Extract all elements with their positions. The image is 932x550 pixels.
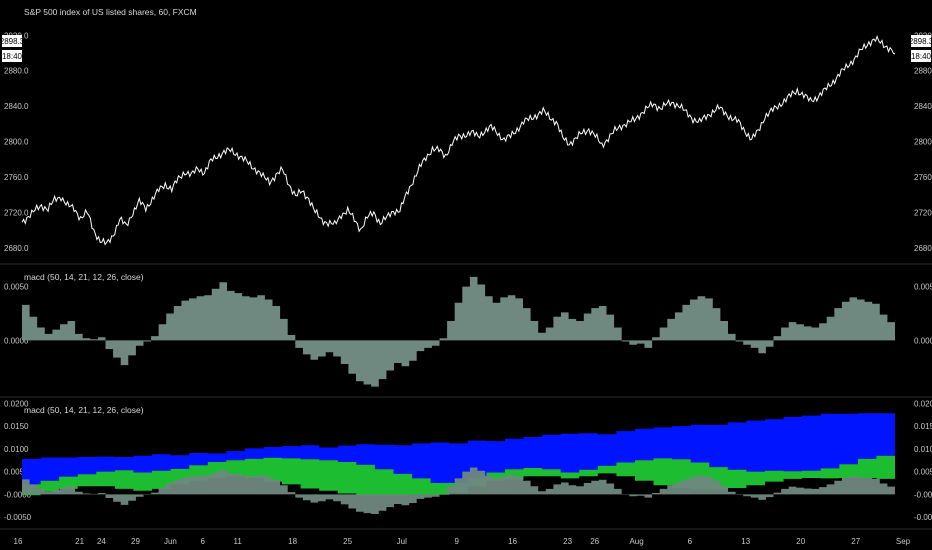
macd-histogram-pane[interactable]: macd (50, 14, 21, 12, 26, close) 0.00500… xyxy=(0,0,932,387)
price-tick-label-left: 2800.0 xyxy=(4,138,29,147)
bands-tick-label-left: 0.0100 xyxy=(4,445,29,454)
bands-tick-label-right: 0.0200 xyxy=(914,399,932,408)
bands-tick-label-right: -0.0050 xyxy=(914,513,932,522)
price-tick-label-left: 2840.0 xyxy=(4,102,29,111)
time-axis[interactable]: 16 21 24 29 Jun 6 11 18 25 Jul 9 16 23 26 Aug 6 13 20 27 Se… xyxy=(14,537,911,546)
time-axis-label: Sep xyxy=(896,537,911,546)
price-tick-label-right: 2720.0 xyxy=(914,208,932,217)
price-pane[interactable]: S&P 500 index of US listed shares, 60, F… xyxy=(0,7,932,253)
time-axis-label: 13 xyxy=(741,537,750,546)
bands-axis-left: 0.0200 0.0150 0.0100 0.0050 -0.0000 -0.0050 xyxy=(4,399,32,522)
macd-axis-right[interactable]: 0.0050 0.0000 xyxy=(914,283,932,346)
bands-tick-label-right: -0.0000 xyxy=(914,490,932,499)
macd-tick-label-left: 0.0050 xyxy=(4,283,29,292)
bands-tick-label-left: 0.0200 xyxy=(4,399,29,408)
time-axis-label: 20 xyxy=(796,537,805,546)
macd-bands-pane[interactable]: macd (50, 14, 21, 12, 26, close) 0.02000… xyxy=(4,399,932,522)
blue-band xyxy=(22,413,895,485)
bands-tick-label-right: 0.0150 xyxy=(914,422,932,431)
macd-tick-label-right: 0.0000 xyxy=(914,336,932,345)
time-axis-label: 23 xyxy=(563,537,572,546)
time-axis-label: 6 xyxy=(688,537,693,546)
price-tag-left: 2898.3 18:40 xyxy=(0,35,25,62)
price-tick-label-left: 2680.0 xyxy=(4,244,29,253)
macd-tick-label-left: 0.0000 xyxy=(4,336,29,345)
macd-histogram xyxy=(22,276,895,387)
time-axis-label: 27 xyxy=(851,537,860,546)
macd-tick-label-right: 0.0050 xyxy=(914,283,932,292)
svg-text:2898.3: 2898.3 xyxy=(0,37,25,46)
bands-tick-label-left: -0.0050 xyxy=(4,513,32,522)
price-tick-label-right: 2680.0 xyxy=(914,244,932,253)
svg-text:18:40: 18:40 xyxy=(911,52,932,61)
time-axis-label: Aug xyxy=(629,537,643,546)
time-axis-label: 24 xyxy=(97,537,106,546)
svg-text:2898.3: 2898.3 xyxy=(909,37,932,46)
bands-axis-right[interactable]: 0.0200 0.0150 0.0100 0.0050 -0.0000 -0.0050 xyxy=(914,399,932,522)
time-axis-label: 29 xyxy=(131,537,140,546)
bands-histogram xyxy=(22,467,895,514)
time-axis-label: 16 xyxy=(508,537,517,546)
time-axis-label: 11 xyxy=(233,537,242,546)
price-tick-label-left: 2880.0 xyxy=(4,67,29,76)
time-axis-label: Jun xyxy=(164,537,177,546)
time-axis-label: Jul xyxy=(397,537,407,546)
time-axis-label: 6 xyxy=(200,537,205,546)
macd-bands-title: macd (50, 14, 21, 12, 26, close) xyxy=(24,405,144,415)
price-chart-title: S&P 500 index of US listed shares, 60, F… xyxy=(24,7,197,17)
bands-tick-label-left: 0.0050 xyxy=(4,468,29,477)
macd-axis-left: 0.0050 0.0000 xyxy=(4,283,29,346)
price-tick-label-left: 2760.0 xyxy=(4,173,29,182)
time-axis-label: 9 xyxy=(455,537,460,546)
price-line xyxy=(21,35,896,246)
bands-tick-label-left: 0.0150 xyxy=(4,422,29,431)
price-tick-label-right: 2800.0 xyxy=(914,138,932,147)
time-axis-label: 26 xyxy=(590,537,599,546)
time-axis-label: 18 xyxy=(288,537,297,546)
svg-text:18:40: 18:40 xyxy=(2,52,23,61)
time-axis-label: 21 xyxy=(75,537,84,546)
time-axis-label: 16 xyxy=(14,537,23,546)
price-tag-right: 2898.3 18:40 xyxy=(909,35,932,62)
bands-tick-label-right: 0.0100 xyxy=(914,445,932,454)
macd-pane-title: macd (50, 14, 21, 12, 26, close) xyxy=(24,272,144,282)
price-tick-label-right: 2760.0 xyxy=(914,173,932,182)
time-axis-label: 25 xyxy=(343,537,352,546)
price-tick-label-right: 2840.0 xyxy=(914,102,932,111)
bands-tick-label-right: 0.0050 xyxy=(914,468,932,477)
price-tick-label-right: 2880.0 xyxy=(914,67,932,76)
bands-tick-label-left: -0.0000 xyxy=(4,490,32,499)
price-tick-label-left: 2720.0 xyxy=(4,208,29,217)
